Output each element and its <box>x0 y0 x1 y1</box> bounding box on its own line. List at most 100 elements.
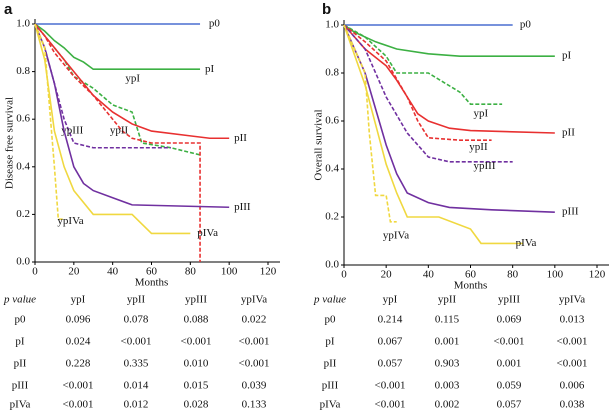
y-tick-label: 0.8 <box>16 65 30 77</box>
curve-label: ypI <box>474 107 489 119</box>
survival-curve <box>343 24 492 141</box>
table-header: ypIII <box>498 294 520 306</box>
curve-label: pII <box>234 132 247 144</box>
survival-curve <box>343 24 513 163</box>
table-header: ypIVa <box>241 294 267 306</box>
table-cell: pIVa <box>320 399 341 411</box>
table-cell: 0.001 <box>497 358 522 370</box>
y-axis-label: Disease free survival <box>4 97 16 189</box>
table-cell: <0.001 <box>375 399 406 411</box>
curve-label: pII <box>562 127 575 139</box>
y-tick-label: 0.4 <box>325 163 339 175</box>
y-tick-label: 0.4 <box>16 160 30 172</box>
curve-label: ypIII <box>61 125 83 137</box>
survival-curve <box>343 24 397 223</box>
table-cell: 0.214 <box>378 314 403 326</box>
x-tick-label: 40 <box>107 266 119 278</box>
table-cell: pIII <box>322 380 339 392</box>
table-cell: pIII <box>12 380 29 392</box>
curve-label: ypIVa <box>57 215 83 227</box>
curve-label: ypIVa <box>383 230 409 242</box>
y-tick-label: 0.6 <box>16 113 30 125</box>
table-cell: 0.028 <box>184 399 209 411</box>
table-cell: 0.022 <box>242 314 267 326</box>
x-tick-label: 80 <box>185 266 197 278</box>
x-axis-label: Months <box>454 280 488 292</box>
curve-label: pIII <box>234 201 251 213</box>
table-header: ypI <box>383 294 398 306</box>
table-header: ypII <box>438 294 457 306</box>
y-tick-label: 1.0 <box>325 19 339 31</box>
y-tick-label: 1.0 <box>16 18 30 30</box>
table-header: p value <box>3 294 36 306</box>
table-cell: 0.002 <box>435 399 460 411</box>
curve-label: ypII <box>469 141 488 153</box>
table-cell: 0.024 <box>66 336 91 348</box>
table-cell: pI <box>325 336 335 348</box>
curve-label: ypIII <box>474 160 496 172</box>
panel-label: a <box>4 1 13 18</box>
survival-curve <box>34 23 201 71</box>
table-cell: <0.001 <box>63 380 94 392</box>
table-cell: 0.038 <box>560 399 585 411</box>
table-cell: 0.006 <box>560 380 585 392</box>
table-cell: 0.335 <box>124 358 149 370</box>
table-cell: p0 <box>15 314 27 326</box>
table-header: ypIVa <box>559 294 585 306</box>
y-axis-label: Overall survival <box>313 109 325 180</box>
table-cell: 0.059 <box>497 380 522 392</box>
table-cell: 0.067 <box>378 336 403 348</box>
table-cell: 0.010 <box>184 358 209 370</box>
survival-curve <box>34 23 201 262</box>
survival-curve <box>343 24 555 213</box>
table-cell: 0.001 <box>435 336 460 348</box>
table-header: ypI <box>71 294 86 306</box>
x-tick-label: 120 <box>260 266 277 278</box>
table-cell: 0.057 <box>378 358 403 370</box>
panel-label: b <box>322 1 331 18</box>
curve-label: p0 <box>520 19 532 31</box>
curve-label: p0 <box>209 18 221 30</box>
x-tick-label: 120 <box>589 269 606 281</box>
curve-label: pIVa <box>197 227 218 239</box>
table-cell: pII <box>14 358 27 370</box>
table-cell: 0.014 <box>124 380 149 392</box>
x-tick-label: 0 <box>341 269 347 281</box>
table-cell: <0.001 <box>557 336 588 348</box>
table-cell: <0.001 <box>494 336 525 348</box>
y-tick-label: 0.2 <box>16 208 30 220</box>
table-cell: 0.088 <box>184 314 209 326</box>
survival-curve <box>34 23 191 235</box>
y-tick-label: 0.8 <box>325 67 339 79</box>
curve-label: pIII <box>562 206 579 218</box>
x-tick-label: 60 <box>146 266 158 278</box>
table-cell: 0.903 <box>435 358 460 370</box>
curve-label: ypI <box>125 72 140 84</box>
survival-curve <box>34 23 65 220</box>
table-cell: p0 <box>325 314 337 326</box>
table-cell: <0.001 <box>181 336 212 348</box>
table-cell: 0.096 <box>66 314 91 326</box>
table-cell: 0.115 <box>435 314 460 326</box>
x-tick-label: 100 <box>221 266 238 278</box>
y-tick-label: 0.0 <box>325 259 339 271</box>
table-cell: pI <box>15 336 25 348</box>
table-cell: 0.039 <box>242 380 267 392</box>
table-header: ypII <box>127 294 146 306</box>
table-cell: <0.001 <box>239 336 270 348</box>
x-tick-label: 40 <box>423 269 435 281</box>
y-tick-label: 0.0 <box>16 256 30 268</box>
y-tick-label: 0.6 <box>325 115 339 127</box>
x-tick-label: 20 <box>68 266 80 278</box>
table-cell: 0.003 <box>435 380 460 392</box>
table-cell: 0.133 <box>242 399 267 411</box>
x-tick-label: 60 <box>465 269 477 281</box>
table-cell: pII <box>324 358 337 370</box>
table-header: p value <box>313 294 346 306</box>
table-cell: <0.001 <box>375 380 406 392</box>
x-tick-label: 20 <box>381 269 393 281</box>
table-cell: 0.012 <box>124 399 149 411</box>
x-tick-label: 80 <box>507 269 519 281</box>
table-cell: pIVa <box>10 399 31 411</box>
